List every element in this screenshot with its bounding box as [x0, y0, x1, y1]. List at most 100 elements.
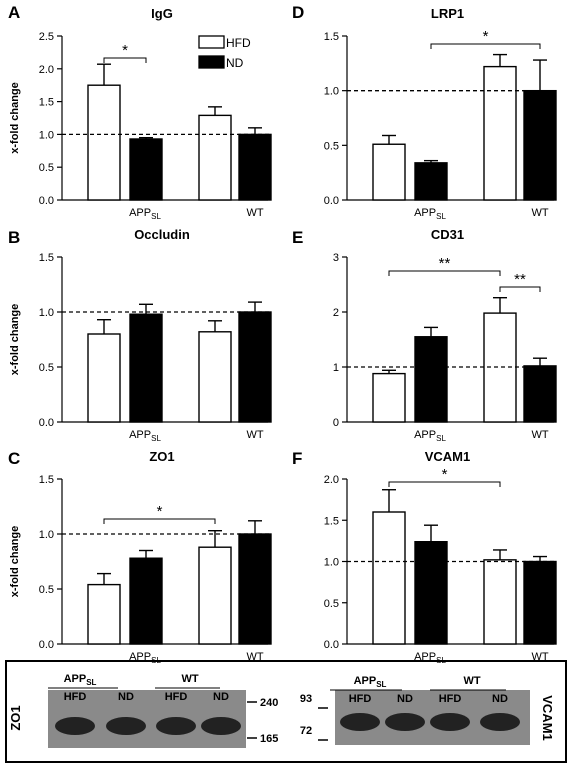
y-tick-label: 2 — [333, 307, 339, 319]
y-tick-label: 0 — [333, 417, 339, 429]
blot-lane-label: HFD — [64, 691, 87, 703]
blot-band — [55, 717, 95, 735]
y-axis-label: x-fold change — [9, 304, 21, 376]
panel-letter: E — [292, 228, 303, 247]
blot-lane-label: HFD — [349, 693, 372, 705]
blot-lane-label: ND — [118, 691, 134, 703]
bar-hfd-wt — [483, 559, 517, 645]
blot-band — [156, 717, 196, 735]
bar-hfd-app — [87, 333, 121, 423]
legend-swatch-nd — [198, 55, 225, 69]
bar-nd-app — [414, 336, 448, 423]
bar-hfd-app — [372, 511, 406, 645]
marker-label: 93 — [300, 693, 312, 705]
y-tick-label: 0.5 — [39, 584, 54, 596]
bar-hfd-wt — [198, 331, 232, 423]
bar-nd-wt — [238, 533, 272, 645]
panel-letter: B — [8, 228, 20, 247]
blot-protein-label: VCAM1 — [540, 695, 555, 741]
bar-hfd-wt — [198, 546, 232, 645]
category-label: APPSL — [414, 429, 446, 443]
category-label: WT — [531, 207, 548, 219]
y-tick-label: 2.0 — [39, 64, 54, 76]
blot-lane-label: HFD — [439, 693, 462, 705]
y-tick-label: 0.0 — [39, 417, 54, 429]
category-label: WT — [531, 429, 548, 441]
significance-label: * — [483, 28, 489, 45]
significance-label: ** — [514, 271, 526, 288]
panel-letter: F — [292, 449, 302, 468]
blot-protein-label: ZO1 — [8, 705, 23, 730]
y-tick-label: 0.5 — [39, 362, 54, 374]
bar-hfd-app — [372, 143, 406, 201]
bar-nd-wt — [523, 365, 557, 423]
y-tick-label: 2.5 — [39, 31, 54, 43]
y-tick-label: 1.5 — [39, 474, 54, 486]
chart-panel-e: E CD31 0 1 2 3 APPSL WT ** ** — [292, 227, 557, 443]
marker-label: 165 — [260, 733, 278, 745]
category-label: APPSL — [414, 207, 446, 221]
panel-letter: A — [8, 3, 20, 22]
y-tick-label: 1.5 — [324, 31, 339, 43]
y-tick-label: 0.0 — [324, 195, 339, 207]
blot-band — [340, 713, 380, 731]
bar-hfd-app — [87, 84, 121, 201]
chart-title: CD31 — [431, 227, 464, 242]
y-tick-label: 0.5 — [39, 162, 54, 174]
y-tick-label: 2.0 — [324, 474, 339, 486]
blot-group-label: WT — [463, 675, 480, 687]
blot-lane-label: ND — [397, 693, 413, 705]
chart-panel-b: B Occludin 0.0 0.5 1.0 1.5 x-fold change APPSL W… — [8, 227, 272, 443]
blot-group-label: APPSL — [354, 675, 387, 689]
blot-band — [385, 713, 425, 731]
bar-nd-app — [129, 138, 163, 201]
y-tick-label: 0.0 — [39, 639, 54, 651]
bar-nd-wt — [238, 311, 272, 423]
category-label: APPSL — [129, 207, 161, 221]
significance-label: ** — [439, 255, 451, 272]
bar-nd-wt — [523, 560, 557, 645]
category-label: WT — [246, 207, 263, 219]
y-tick-label: 3 — [333, 252, 339, 264]
y-axis-label: x-fold change — [9, 82, 21, 154]
marker-label: 72 — [300, 725, 312, 737]
significance-bracket — [388, 481, 501, 487]
chart-title: IgG — [151, 6, 173, 21]
significance-bracket — [499, 286, 541, 292]
blot-group-label: APPSL — [64, 673, 97, 687]
y-tick-label: 1.5 — [39, 97, 54, 109]
blot-lane-label: ND — [492, 693, 508, 705]
significance-label: * — [122, 42, 128, 59]
category-label: WT — [246, 651, 263, 663]
blot-lane-label: HFD — [165, 691, 188, 703]
y-tick-label: 1.0 — [39, 129, 54, 141]
significance-label: * — [442, 466, 448, 483]
y-tick-label: 0.5 — [324, 140, 339, 152]
y-tick-label: 1.0 — [39, 529, 54, 541]
chart-title: VCAM1 — [425, 449, 471, 464]
y-tick-label: 0.0 — [324, 639, 339, 651]
bar-nd-wt — [523, 89, 557, 201]
significance-label: * — [157, 503, 163, 520]
blot-band — [106, 717, 146, 735]
legend-label: ND — [226, 56, 244, 70]
y-axis-label: x-fold change — [9, 526, 21, 598]
y-tick-label: 1.0 — [324, 86, 339, 98]
chart-title: LRP1 — [431, 6, 464, 21]
bar-hfd-wt — [198, 114, 232, 201]
blot-band — [430, 713, 470, 731]
legend-label: HFD — [226, 36, 251, 50]
y-tick-label: 1.5 — [324, 515, 339, 527]
y-tick-label: 1.5 — [39, 252, 54, 264]
legend: HFD ND — [198, 35, 251, 70]
blot-zo1: APPSL WT HFD ND HFD ND 240 165 ZO1 — [8, 673, 278, 748]
chart-title: Occludin — [134, 227, 190, 242]
category-label: APPSL — [129, 651, 161, 665]
chart-panel-d: D LRP1 0.0 0.5 1.0 1.5 APPSL WT * — [292, 3, 557, 221]
significance-bracket — [103, 518, 216, 524]
y-tick-label: 1 — [333, 362, 339, 374]
blot-band — [201, 717, 241, 735]
blot-lane-label: ND — [213, 691, 229, 703]
legend-swatch-hfd — [198, 35, 225, 49]
